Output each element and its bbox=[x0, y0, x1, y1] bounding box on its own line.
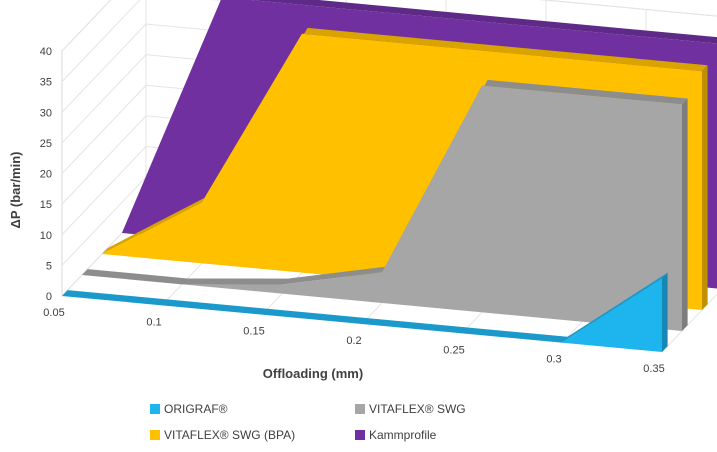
legend-label-origraf: ORIGRAF® bbox=[164, 402, 228, 416]
series-layer bbox=[62, 0, 717, 352]
series-end-cap bbox=[662, 272, 668, 352]
y-tick-label: 35 bbox=[40, 77, 52, 89]
legend-item-kammprofile: Kammprofile bbox=[355, 428, 436, 442]
legend-swatch-vitaflex-swg-bpa bbox=[150, 430, 160, 440]
y-tick-label: 25 bbox=[40, 138, 52, 150]
legend-label-vitaflex-swg-bpa: VITAFLEX® SWG (BPA) bbox=[164, 428, 296, 442]
y-tick-label: 15 bbox=[40, 199, 52, 211]
x-tick-label: 0.3 bbox=[546, 354, 561, 366]
y-tick-label: 20 bbox=[40, 169, 52, 181]
legend-swatch-kammprofile bbox=[355, 430, 365, 440]
y-tick-label: 40 bbox=[40, 46, 52, 58]
series-end-cap bbox=[702, 65, 708, 311]
legend-item-vitaflex-swg: VITAFLEX® SWG bbox=[355, 402, 466, 416]
y-tick-label: 0 bbox=[46, 291, 52, 303]
tick-labels: 0 5 10 15 20 25 30 35 40 0.05 0.1 0.15 0.2 0.25 0.3 0.3… bbox=[40, 46, 665, 375]
y-tick-label: 10 bbox=[40, 230, 52, 242]
x-tick-label: 0.1 bbox=[146, 316, 161, 328]
y-gridline bbox=[61, 0, 717, 52]
x-axis-label: Offloading (mm) bbox=[263, 366, 363, 381]
x-tick-label: 0.2 bbox=[346, 335, 361, 347]
series-0 bbox=[62, 272, 668, 352]
floor-gridline bbox=[661, 293, 717, 353]
y-tick-label: 30 bbox=[40, 107, 52, 119]
legend-label-kammprofile: Kammprofile bbox=[369, 428, 437, 442]
legend-swatch-origraf bbox=[150, 404, 160, 414]
series-front-face bbox=[82, 85, 682, 331]
y-axis-label: ΔP (bar/min) bbox=[8, 151, 23, 228]
y-tick-label: 5 bbox=[46, 260, 52, 272]
legend-item-vitaflex-swg-bpa: VITAFLEX® SWG (BPA) bbox=[150, 428, 295, 442]
x-tick-label: 0.05 bbox=[43, 307, 64, 319]
legend-label-vitaflex-swg: VITAFLEX® SWG bbox=[369, 402, 466, 416]
series-end-cap bbox=[682, 98, 688, 332]
series-front-face bbox=[62, 278, 662, 352]
x-tick-label: 0.25 bbox=[443, 344, 464, 356]
legend-swatch-vitaflex-swg bbox=[355, 404, 365, 414]
x-tick-label: 0.35 bbox=[643, 363, 664, 375]
series-1 bbox=[82, 79, 688, 332]
legend-item-origraf: ORIGRAF® bbox=[150, 402, 228, 416]
x-tick-label: 0.15 bbox=[243, 326, 264, 338]
